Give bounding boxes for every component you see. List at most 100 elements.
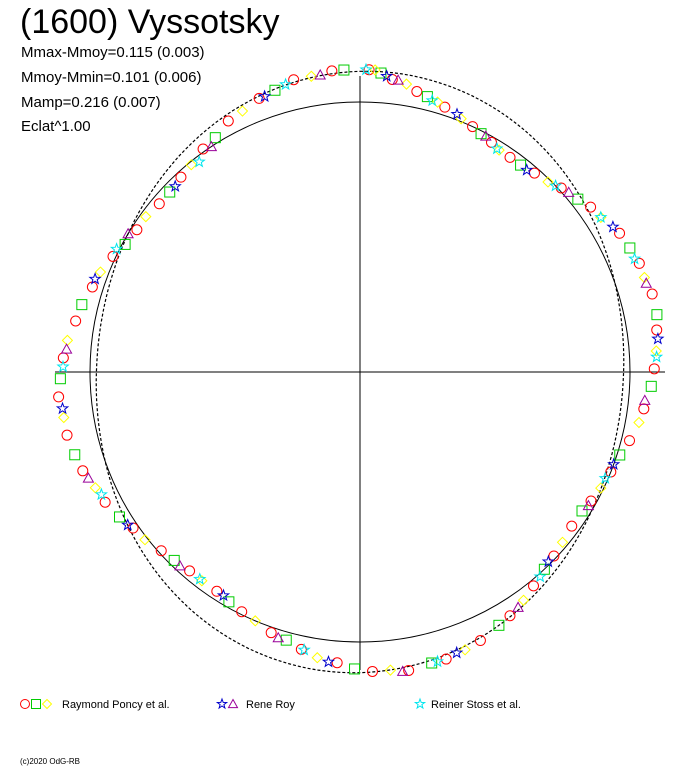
data-point-series5-15 [192,154,206,168]
data-point-series0-24 [440,653,452,665]
data-point-series4-7 [396,665,409,676]
data-point-series3-9 [216,588,231,602]
data-point-series0-47 [222,115,234,127]
data-point-series0-48 [253,92,265,104]
data-point-series0-50 [326,65,338,77]
data-point-series5-9 [430,654,445,668]
data-point-series2-15 [311,652,323,664]
data-point-series4-11 [60,343,73,354]
data-point-series2-21 [61,334,74,347]
data-point-series3-4 [651,331,665,345]
data-point-series3-12 [88,272,102,285]
data-point-series4-5 [582,499,595,511]
data-point-series1-15 [223,596,235,608]
stat-mmax-mmoy: Mmax-Mmoy=0.115 (0.003) [21,44,205,61]
data-point-series0-5 [485,136,497,148]
data-point-series0-31 [211,585,223,597]
data-point-series5-0 [359,62,373,76]
data-point-series2-11 [556,536,569,549]
data-point-series1-3 [515,159,527,171]
data-point-series3-0 [380,69,394,82]
data-point-series1-7 [645,380,657,392]
data-point-series5-12 [94,487,109,501]
data-point-series3-6 [541,554,555,568]
data-point-series2-10 [595,482,607,494]
data-point-series1-24 [269,84,281,96]
data-point-series0-20 [548,550,560,562]
data-point-series1-5 [624,242,636,254]
data-point-series4-3 [640,277,653,288]
data-point-series2-5 [542,176,554,188]
data-point-series1-19 [54,373,66,385]
data-point-series4-14 [314,68,327,80]
data-point-series1-8 [614,449,626,461]
data-point-series5-16 [279,77,293,91]
data-point-series0-32 [184,565,196,577]
data-point-series2-24 [185,158,197,171]
chart-title: (1600) Vyssotsky [20,3,280,41]
legend-label-poncy: Raymond Poncy et al. [62,699,170,711]
data-point-series4-2 [562,186,575,197]
data-point-series5-6 [649,349,664,363]
data-point-series4-13 [205,140,218,152]
data-point-series0-15 [638,403,650,415]
legend-marker-0-0 [20,699,30,709]
data-point-series1-12 [426,657,438,669]
legend-markers [20,697,427,710]
marks-layer [53,62,665,677]
stat-mamp: Mamp=0.216 (0.007) [21,94,161,111]
data-point-series5-5 [628,251,642,265]
data-point-series0-21 [528,580,540,592]
data-point-series1-6 [651,309,663,321]
legend-label-roy: Rene Roy [246,699,295,711]
data-point-series1-23 [209,132,221,144]
data-point-series2-16 [249,615,261,627]
data-point-series2-8 [650,345,662,357]
data-point-series4-1 [479,130,492,141]
data-point-series0-36 [77,465,89,477]
data-point-series0-43 [131,224,143,236]
data-point-series3-5 [607,457,621,471]
data-point-series0-45 [175,171,187,183]
data-point-series0-10 [614,227,626,239]
data-point-series0-25 [403,664,415,676]
data-point-series0-4 [467,121,479,133]
data-point-series0-9 [585,201,597,213]
data-point-series1-21 [119,238,131,250]
data-point-series1-17 [114,511,126,523]
data-point-series1-25 [338,64,350,76]
data-point-series0-46 [197,143,209,155]
data-point-series2-20 [58,411,70,424]
data-point-series0-49 [288,74,300,86]
data-point-series5-2 [490,141,504,155]
data-point-series0-29 [265,627,277,639]
data-point-series2-4 [493,144,505,156]
data-point-series1-11 [493,619,505,631]
data-point-series4-9 [174,559,186,571]
data-point-series0-2 [411,86,423,98]
data-point-series2-2 [431,96,444,108]
data-point-series0-14 [648,363,660,375]
legend-marker-0-2 [41,698,53,710]
data-point-series5-11 [193,572,207,585]
data-point-series0-44 [153,198,165,210]
data-point-series3-8 [321,654,336,668]
data-point-series3-11 [55,401,70,415]
data-point-series3-13 [168,179,182,193]
data-point-series4-0 [392,74,405,85]
data-point-series0-38 [53,391,65,403]
legend-label-stoss: Reiner Stoss et al. [431,699,521,711]
legend-marker-2-0 [413,697,427,710]
reference-circle [89,101,631,643]
data-point-series2-23 [140,210,152,223]
data-point-series0-12 [646,288,658,300]
data-point-series0-3 [439,101,451,113]
data-point-series1-22 [164,186,176,198]
data-point-series1-4 [572,193,584,205]
data-point-series2-17 [196,575,208,587]
data-point-series0-30 [236,606,248,618]
data-point-series2-19 [89,482,102,494]
data-point-series3-2 [520,162,534,176]
data-point-series2-0 [369,64,381,76]
